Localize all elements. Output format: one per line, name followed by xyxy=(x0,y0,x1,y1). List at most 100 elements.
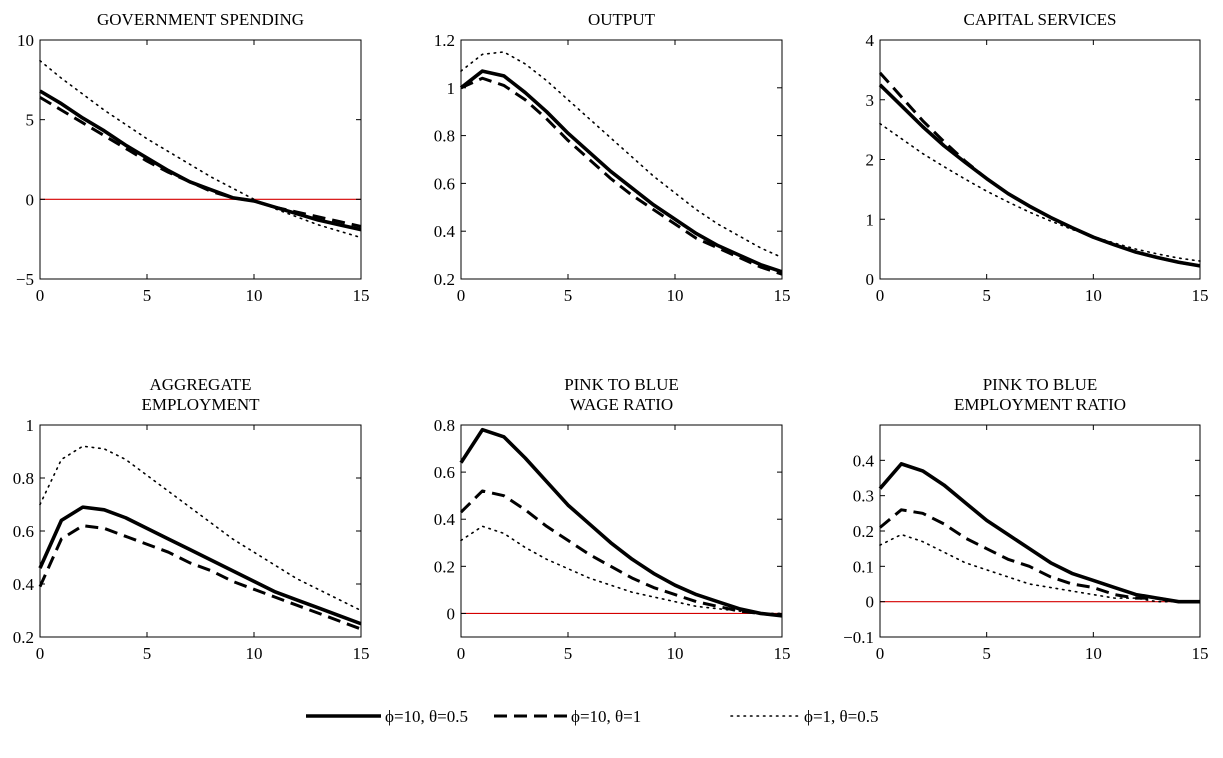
subplot-title: PINK TO BLUE xyxy=(564,375,679,394)
x-tick-label: 5 xyxy=(564,286,573,305)
x-tick-label: 0 xyxy=(457,286,466,305)
y-tick-label: −5 xyxy=(16,270,34,289)
y-tick-label: 5 xyxy=(26,111,35,130)
y-tick-label: 0.4 xyxy=(13,575,35,594)
x-tick-label: 15 xyxy=(1192,286,1209,305)
axes-frame xyxy=(879,424,1201,638)
series-line-solid xyxy=(878,462,1200,604)
subplot-title: EMPLOYMENT RATIO xyxy=(954,395,1126,414)
y-tick-label: 0.6 xyxy=(434,174,455,193)
series-line-dotted xyxy=(879,533,1201,603)
series-line-solid xyxy=(39,89,362,232)
axes-frame xyxy=(460,39,783,280)
y-tick-label: 0.6 xyxy=(434,463,455,482)
x-tick-label: 10 xyxy=(667,644,684,663)
series-line-solid xyxy=(459,69,783,274)
y-tick-label: 1.2 xyxy=(434,31,455,50)
legend-label: ϕ=10, θ=1 xyxy=(571,707,641,726)
axes-frame xyxy=(879,39,1201,280)
subplot-title: GOVERNMENT SPENDING xyxy=(97,10,304,29)
x-tick-label: 15 xyxy=(774,644,791,663)
series-line-solid xyxy=(459,427,783,618)
legend-item-dashed: ϕ=10, θ=1 xyxy=(494,707,641,726)
series-line-dotted xyxy=(39,59,362,239)
series-line-dotted xyxy=(39,445,362,612)
x-tick-label: 0 xyxy=(876,644,885,663)
x-tick-label: 5 xyxy=(143,644,152,663)
y-tick-label: 0.2 xyxy=(434,557,455,576)
y-tick-label: 10 xyxy=(17,31,34,50)
series-line-dotted xyxy=(460,525,783,615)
y-tick-label: 0.2 xyxy=(13,628,34,647)
y-tick-label: 4 xyxy=(866,31,875,50)
subplot-title: EMPLOYMENT xyxy=(141,395,260,414)
y-tick-label: 0.4 xyxy=(434,510,456,529)
legend-label: ϕ=1, θ=0.5 xyxy=(804,707,879,726)
x-tick-label: 5 xyxy=(982,644,991,663)
legend: ϕ=10, θ=0.5 ϕ=10, θ=1 ϕ=1, θ=0.5 xyxy=(306,707,879,726)
x-tick-label: 5 xyxy=(982,286,991,305)
x-tick-label: 10 xyxy=(1085,286,1102,305)
series-line-dashed xyxy=(39,96,362,228)
subplot-title: WAGE RATIO xyxy=(570,395,673,414)
y-tick-label: 0.8 xyxy=(13,469,34,488)
x-tick-label: 0 xyxy=(36,286,45,305)
y-tick-label: 0 xyxy=(866,593,875,612)
legend-item-solid: ϕ=10, θ=0.5 xyxy=(306,707,468,726)
x-tick-label: 10 xyxy=(246,644,263,663)
y-tick-label: 0.2 xyxy=(853,522,874,541)
y-tick-label: 0.4 xyxy=(853,451,875,470)
subplot-title: PINK TO BLUE xyxy=(983,375,1098,394)
subplot-title: CAPITAL SERVICES xyxy=(964,10,1117,29)
y-tick-label: 0 xyxy=(447,604,456,623)
series-line-dotted xyxy=(879,122,1201,262)
subplot-title: OUTPUT xyxy=(588,10,656,29)
y-tick-label: 0.3 xyxy=(853,487,874,506)
y-tick-label: 0 xyxy=(866,270,875,289)
axes-frame xyxy=(39,39,362,280)
subplot-3: CAPITAL SERVICES 0 5 10 15 0 1 2 3 4 xyxy=(866,10,1209,305)
series-line-dashed xyxy=(879,508,1200,604)
y-tick-label: 0.2 xyxy=(434,270,455,289)
subplot-2: OUTPUT 0 5 10 15 0.2 0.4 0.6 0.8 1 1.2 xyxy=(434,10,791,305)
x-tick-label: 0 xyxy=(876,286,885,305)
x-tick-label: 5 xyxy=(564,644,573,663)
x-tick-label: 0 xyxy=(36,644,45,663)
subplot-title: AGGREGATE xyxy=(150,375,252,394)
x-tick-label: 10 xyxy=(667,286,684,305)
y-tick-label: 1 xyxy=(866,210,875,229)
series-line-dashed xyxy=(460,76,783,276)
series-line-dashed xyxy=(38,524,362,631)
x-tick-label: 5 xyxy=(143,286,152,305)
y-tick-label: 3 xyxy=(866,91,875,110)
x-tick-label: 10 xyxy=(246,286,263,305)
legend-item-dotted: ϕ=1, θ=0.5 xyxy=(730,707,879,726)
y-tick-label: −0.1 xyxy=(843,628,874,647)
x-tick-label: 0 xyxy=(457,644,466,663)
y-tick-label: 0.1 xyxy=(853,557,874,576)
y-tick-label: 0.8 xyxy=(434,127,455,146)
y-tick-label: 2 xyxy=(866,151,875,170)
series-line-dashed xyxy=(459,489,783,618)
y-tick-label: 1 xyxy=(447,79,456,98)
series-line-solid xyxy=(38,505,362,626)
x-tick-label: 15 xyxy=(1192,644,1209,663)
y-tick-label: 0 xyxy=(26,190,35,209)
y-tick-label: 0.4 xyxy=(434,222,456,241)
legend-label: ϕ=10, θ=0.5 xyxy=(385,707,468,726)
y-tick-label: 0.8 xyxy=(434,416,455,435)
x-tick-label: 10 xyxy=(1085,644,1102,663)
series-line-dashed xyxy=(878,71,1201,268)
series-line-solid xyxy=(878,83,1201,268)
y-tick-label: 1 xyxy=(26,416,35,435)
axes-frame xyxy=(460,424,783,638)
y-tick-label: 0.6 xyxy=(13,522,34,541)
x-tick-label: 15 xyxy=(353,644,370,663)
x-tick-label: 15 xyxy=(774,286,791,305)
series-line-dotted xyxy=(460,51,783,259)
